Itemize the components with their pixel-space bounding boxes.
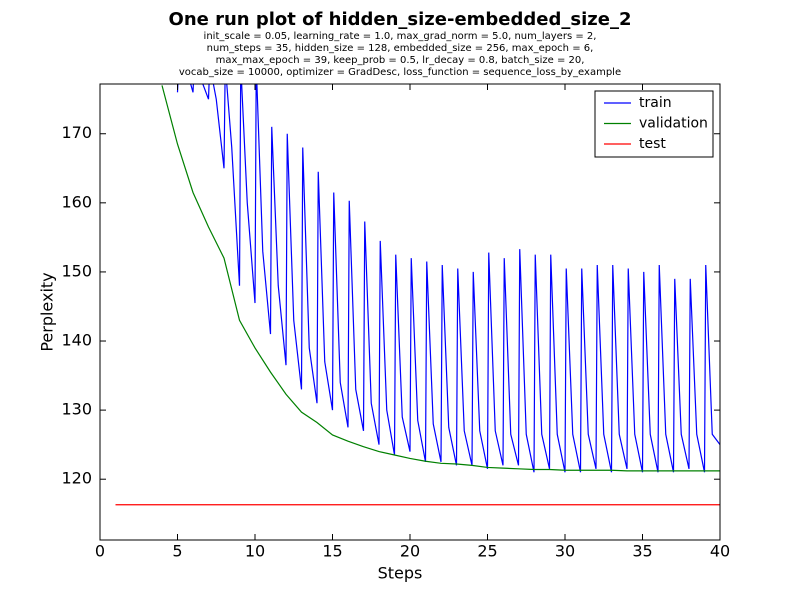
series-line: [176, 84, 720, 473]
chart-title: One run plot of hidden_size-embedded_siz…: [169, 9, 632, 30]
y-tick-label: 130: [61, 400, 92, 419]
legend-label: validation: [639, 116, 708, 132]
legend-label: train: [639, 95, 672, 111]
x-tick-label: 15: [322, 542, 342, 561]
plot-area: [115, 84, 720, 506]
y-axis-label: Perplexity: [38, 272, 57, 351]
y-tick-label: 150: [61, 261, 92, 280]
x-tick-label: 30: [555, 542, 575, 561]
x-tick-label: 10: [245, 542, 265, 561]
x-tick-label: 20: [400, 542, 420, 561]
x-tick-label: 35: [632, 542, 652, 561]
subtitle: vocab_size = 10000, optimizer = GradDesc…: [179, 67, 621, 78]
subtitle: max_max_epoch = 39, keep_prob = 0.5, lr_…: [216, 55, 585, 66]
y-tick-label: 160: [61, 192, 92, 211]
series-line: [161, 85, 720, 472]
x-tick-label: 25: [477, 542, 497, 561]
x-tick-label: 5: [172, 542, 182, 561]
y-tick-label: 140: [61, 331, 92, 350]
subtitle: num_steps = 35, hidden_size = 128, embed…: [207, 43, 594, 54]
subtitle: init_scale = 0.05, learning_rate = 1.0, …: [204, 31, 597, 42]
legend-label: test: [639, 136, 666, 152]
x-tick-label: 40: [710, 542, 730, 561]
y-tick-label: 170: [61, 123, 92, 142]
y-tick-label: 120: [61, 469, 92, 488]
x-axis-label: Steps: [378, 564, 423, 583]
x-tick-label: 0: [95, 542, 105, 561]
